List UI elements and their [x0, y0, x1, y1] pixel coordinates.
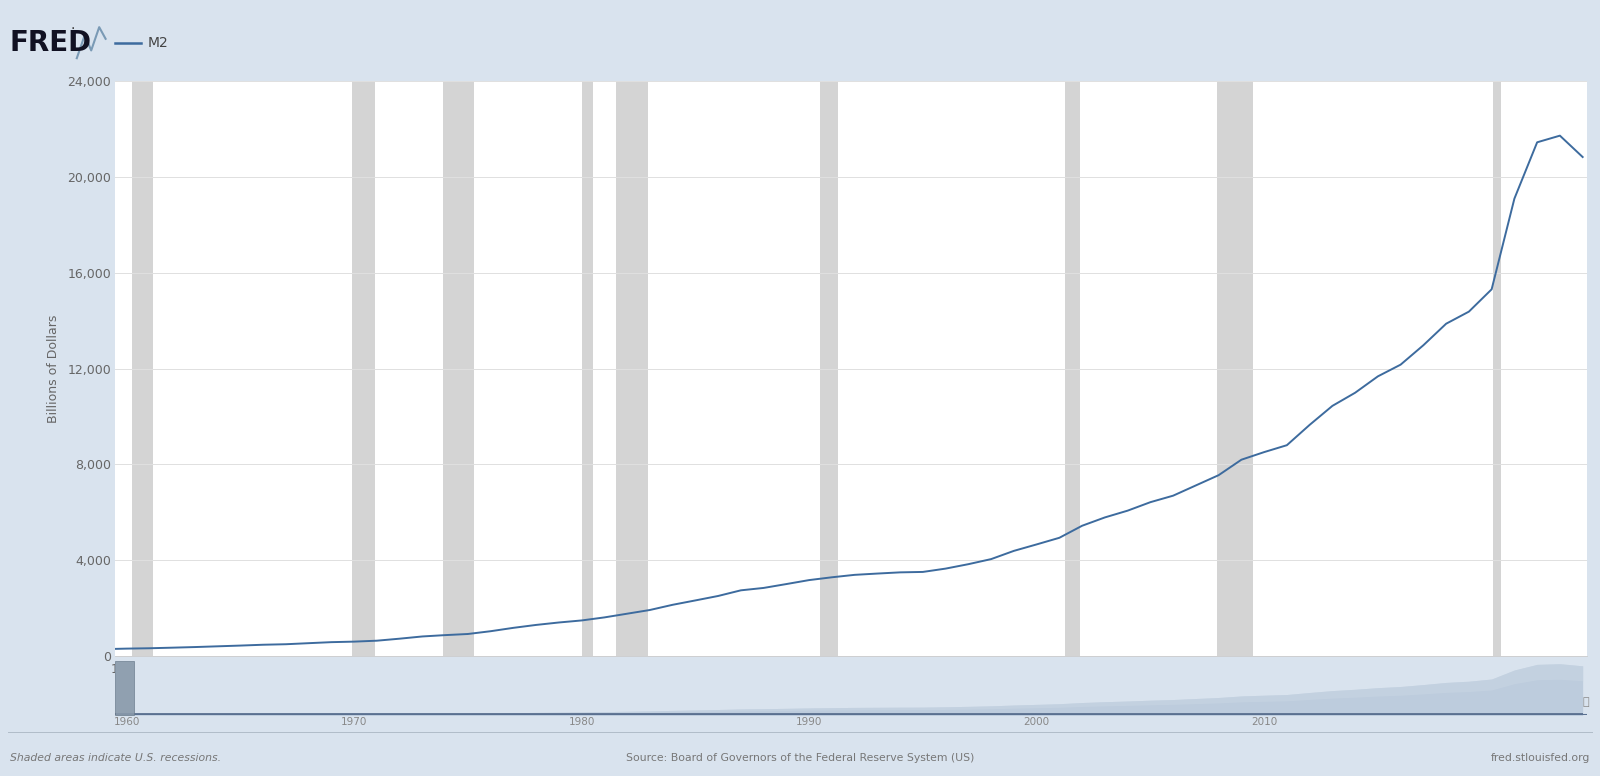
- Bar: [1493, 81, 1501, 656]
- Bar: [616, 81, 648, 656]
- Text: Source: Board of Governors of the Federal Reserve System (US): Source: Board of Governors of the Federa…: [626, 753, 974, 764]
- Bar: [443, 81, 474, 656]
- Bar: [133, 81, 154, 656]
- Text: M2: M2: [147, 36, 168, 50]
- Bar: [115, 661, 134, 715]
- Bar: [1218, 81, 1253, 656]
- Bar: [821, 81, 837, 656]
- Text: Shaded areas indicate U.S. recessions.: Shaded areas indicate U.S. recessions.: [10, 753, 221, 764]
- Text: FRED: FRED: [10, 29, 91, 57]
- Bar: [581, 81, 594, 656]
- Text: fred.stlouisfed.org: fred.stlouisfed.org: [1491, 753, 1590, 764]
- Bar: [352, 81, 374, 656]
- Text: ·: ·: [70, 23, 75, 36]
- Bar: [1066, 81, 1080, 656]
- Text: ⤡: ⤡: [1582, 698, 1589, 708]
- Y-axis label: Billions of Dollars: Billions of Dollars: [48, 314, 61, 423]
